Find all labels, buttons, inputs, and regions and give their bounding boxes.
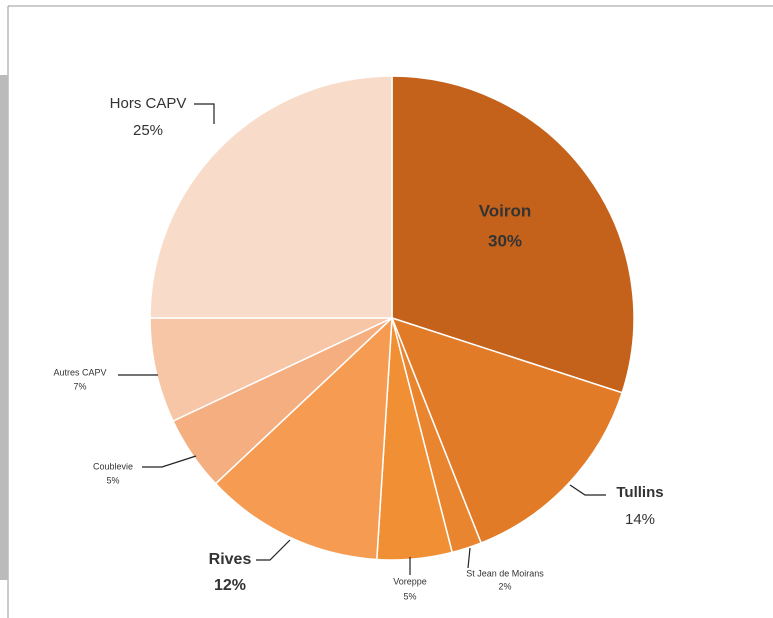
value-label: 12% bbox=[214, 577, 246, 594]
labels: Voiron 30% Tullins 14% St Jean de Moirans 2% V… bbox=[53, 95, 663, 601]
value-label: 30% bbox=[488, 231, 522, 250]
slice bbox=[149, 317, 393, 423]
value-label: 5% bbox=[403, 591, 416, 601]
value-label: 2% bbox=[498, 581, 511, 591]
slice-label: St Jean de Moirans bbox=[466, 568, 544, 578]
value-label: 5% bbox=[106, 475, 119, 485]
slice-label: Coublevie bbox=[93, 461, 133, 471]
slice-label: Hors CAPV bbox=[110, 95, 187, 112]
leader-line bbox=[569, 484, 606, 496]
leader-line bbox=[467, 547, 471, 569]
slice bbox=[390, 316, 624, 544]
pie bbox=[149, 75, 635, 561]
slice bbox=[391, 75, 635, 394]
leader-line bbox=[194, 103, 215, 124]
slice-label: Voiron bbox=[479, 201, 532, 220]
slice-label: Tullins bbox=[616, 484, 663, 501]
leader-line bbox=[256, 539, 291, 561]
slice bbox=[149, 75, 393, 319]
leader-line bbox=[142, 455, 197, 468]
value-label: 7% bbox=[73, 381, 86, 391]
value-label: 25% bbox=[133, 122, 163, 139]
slice-label: Autres CAPV bbox=[53, 367, 106, 377]
slice-label: Voreppe bbox=[393, 576, 427, 586]
slice bbox=[214, 316, 393, 561]
value-label: 14% bbox=[625, 511, 655, 528]
slice-label: Rives bbox=[209, 551, 252, 568]
side-bar bbox=[0, 75, 8, 580]
